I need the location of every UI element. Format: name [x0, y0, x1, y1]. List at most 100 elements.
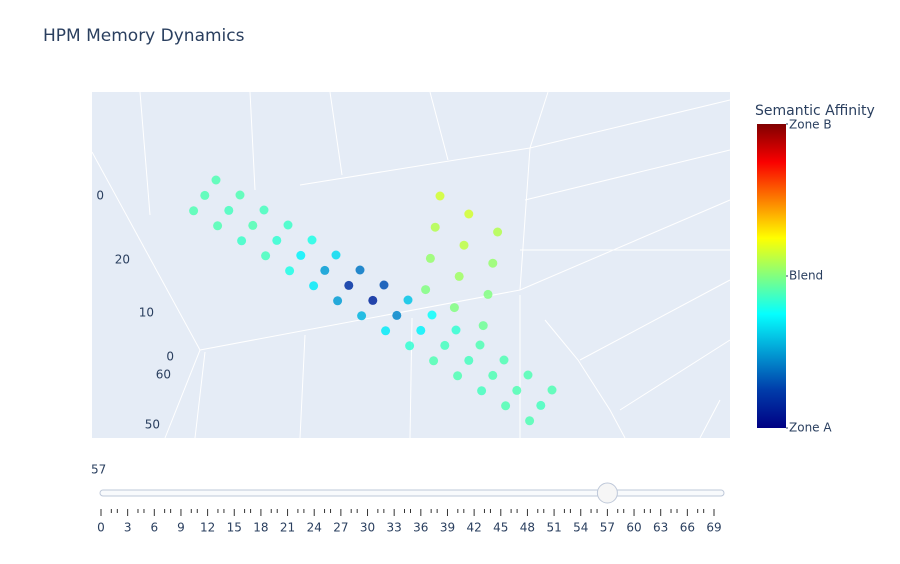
- colorbar: [757, 124, 786, 428]
- point: [427, 310, 437, 320]
- colorbar-title: Semantic Affinity: [755, 103, 875, 119]
- point: [283, 220, 293, 230]
- slider-tick-label: 15: [227, 521, 242, 535]
- point: [272, 235, 282, 245]
- slider-tick-label: 9: [177, 521, 185, 535]
- point: [464, 355, 474, 365]
- slider-tick-label: 57: [600, 521, 615, 535]
- point: [435, 191, 445, 201]
- point: [392, 310, 402, 320]
- point: [189, 206, 199, 216]
- point: [501, 401, 511, 411]
- point: [536, 400, 546, 410]
- slider-tick-label: 0: [97, 521, 105, 535]
- point: [200, 190, 210, 200]
- colorbar-tick-label: Zone A: [789, 421, 832, 435]
- point: [261, 251, 271, 261]
- point: [449, 303, 459, 313]
- point: [357, 311, 367, 321]
- slider-tick-label: 54: [573, 521, 588, 535]
- point: [307, 235, 317, 245]
- slider-tick-label: 6: [150, 521, 158, 535]
- scene[interactable]: [91, 91, 731, 439]
- slider-tick-label: 18: [253, 521, 268, 535]
- point: [493, 227, 503, 237]
- point: [453, 371, 463, 381]
- slider-tick-label: 66: [680, 521, 695, 535]
- chart-title: HPM Memory Dynamics: [43, 26, 245, 46]
- point: [525, 416, 535, 426]
- point: [416, 325, 426, 335]
- point: [459, 240, 469, 250]
- slider-tick-label: 45: [493, 521, 508, 535]
- scene-tick-label: 0: [96, 189, 104, 203]
- scene-tick-label: 50: [145, 418, 160, 432]
- point: [421, 285, 431, 295]
- point: [464, 209, 474, 219]
- point: [451, 325, 461, 335]
- slider-tick-label: 33: [387, 521, 402, 535]
- scene-tick-label: 20: [115, 253, 130, 267]
- point: [344, 280, 354, 290]
- point: [355, 265, 365, 275]
- point: [499, 355, 509, 365]
- point: [248, 220, 258, 230]
- point: [547, 385, 557, 395]
- slider-tick-label: 39: [440, 521, 455, 535]
- slider-tick-label: 51: [546, 521, 561, 535]
- point: [475, 340, 485, 350]
- point: [320, 265, 330, 275]
- slider-tick-label: 48: [520, 521, 535, 535]
- point: [454, 271, 464, 281]
- point: [235, 190, 245, 200]
- point: [523, 370, 533, 380]
- point: [425, 253, 435, 263]
- point: [379, 280, 389, 290]
- slider-tick-label: 27: [333, 521, 348, 535]
- point: [440, 340, 450, 350]
- point: [381, 326, 391, 336]
- point: [296, 250, 306, 260]
- slider-tick-label: 12: [200, 521, 215, 535]
- point: [331, 250, 341, 260]
- slider-tick-label: 69: [706, 521, 721, 535]
- points: [189, 175, 557, 426]
- point: [213, 221, 223, 231]
- point: [285, 266, 295, 276]
- point: [429, 356, 439, 366]
- slider-tick-label: 63: [653, 521, 668, 535]
- point: [309, 281, 319, 291]
- point: [512, 385, 522, 395]
- slider-tick-label: 42: [466, 521, 481, 535]
- point: [477, 386, 487, 396]
- colorbar-tick-label: Zone B: [789, 118, 832, 132]
- slider-tick-label: 21: [280, 521, 295, 535]
- scene-tick-label: 60: [156, 368, 171, 382]
- point: [488, 258, 498, 268]
- point: [403, 295, 413, 305]
- point: [259, 205, 269, 215]
- slider-tick-label: 36: [413, 521, 428, 535]
- point: [333, 296, 343, 306]
- scene-tick-label: 10: [139, 306, 154, 320]
- colorbar-tick-label: Blend: [789, 269, 823, 283]
- slider-current-value: 57: [91, 463, 106, 477]
- scene-tick-label: 0: [166, 350, 174, 364]
- point: [237, 236, 247, 246]
- point: [368, 295, 378, 305]
- point: [405, 341, 415, 351]
- point: [211, 175, 221, 185]
- point: [224, 205, 234, 215]
- point: [430, 222, 440, 232]
- slider-track: [99, 489, 725, 497]
- slider-tick-label: 24: [307, 521, 322, 535]
- point: [483, 289, 493, 299]
- point: [478, 321, 488, 331]
- scene-grid: [91, 91, 731, 439]
- point: [488, 370, 498, 380]
- slider-tick-label: 3: [124, 521, 132, 535]
- slider-tick-label: 60: [626, 521, 641, 535]
- slider-handle[interactable]: [596, 482, 618, 504]
- slider-tick-label: 30: [360, 521, 375, 535]
